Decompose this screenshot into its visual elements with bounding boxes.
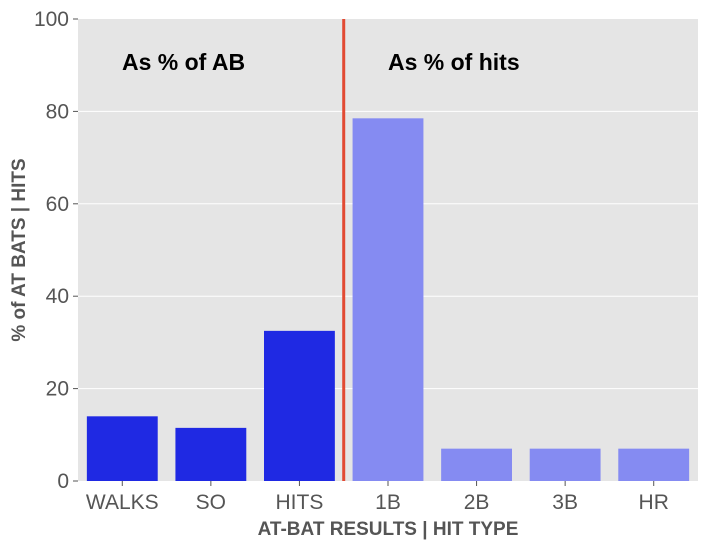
y-tick-label-60: 60 [46, 193, 69, 216]
y-tick-label-20: 20 [46, 378, 69, 401]
bar-3b [529, 448, 601, 481]
x-tick-label-2b: 2B [464, 491, 490, 514]
annotation-as-percent-of-ab: As % of AB [122, 49, 245, 75]
x-tick-label-hr: HR [639, 491, 669, 514]
y-tick-label-100: 100 [34, 8, 69, 31]
bar-so [175, 427, 247, 481]
x-axis-title: AT-BAT RESULTS | HIT TYPE [258, 519, 519, 540]
x-tick-label-walks: WALKS [86, 491, 159, 514]
bar-hr [618, 448, 690, 481]
y-axis-title: % of AT BATS | HITS [9, 158, 30, 341]
bar-hits [264, 330, 335, 481]
x-tick-label-1b: 1B [375, 491, 401, 514]
bars [86, 118, 690, 481]
y-tick-labels: 0 20 40 60 80 100 [34, 8, 78, 493]
x-tick-label-so: SO [196, 491, 226, 514]
y-tick-label-40: 40 [46, 285, 69, 308]
x-tick-label-3b: 3B [552, 491, 578, 514]
y-tick-label-80: 80 [46, 100, 69, 123]
x-tick-label-hits: HITS [276, 491, 324, 514]
bar-2b [441, 448, 512, 481]
x-tick-labels: WALKS SO HITS 1B 2B 3B HR [86, 481, 669, 514]
y-tick-label-0: 0 [57, 470, 69, 493]
bar-walks [86, 416, 158, 481]
annotation-as-percent-of-hits: As % of hits [388, 49, 520, 75]
bar-1b [352, 118, 424, 481]
